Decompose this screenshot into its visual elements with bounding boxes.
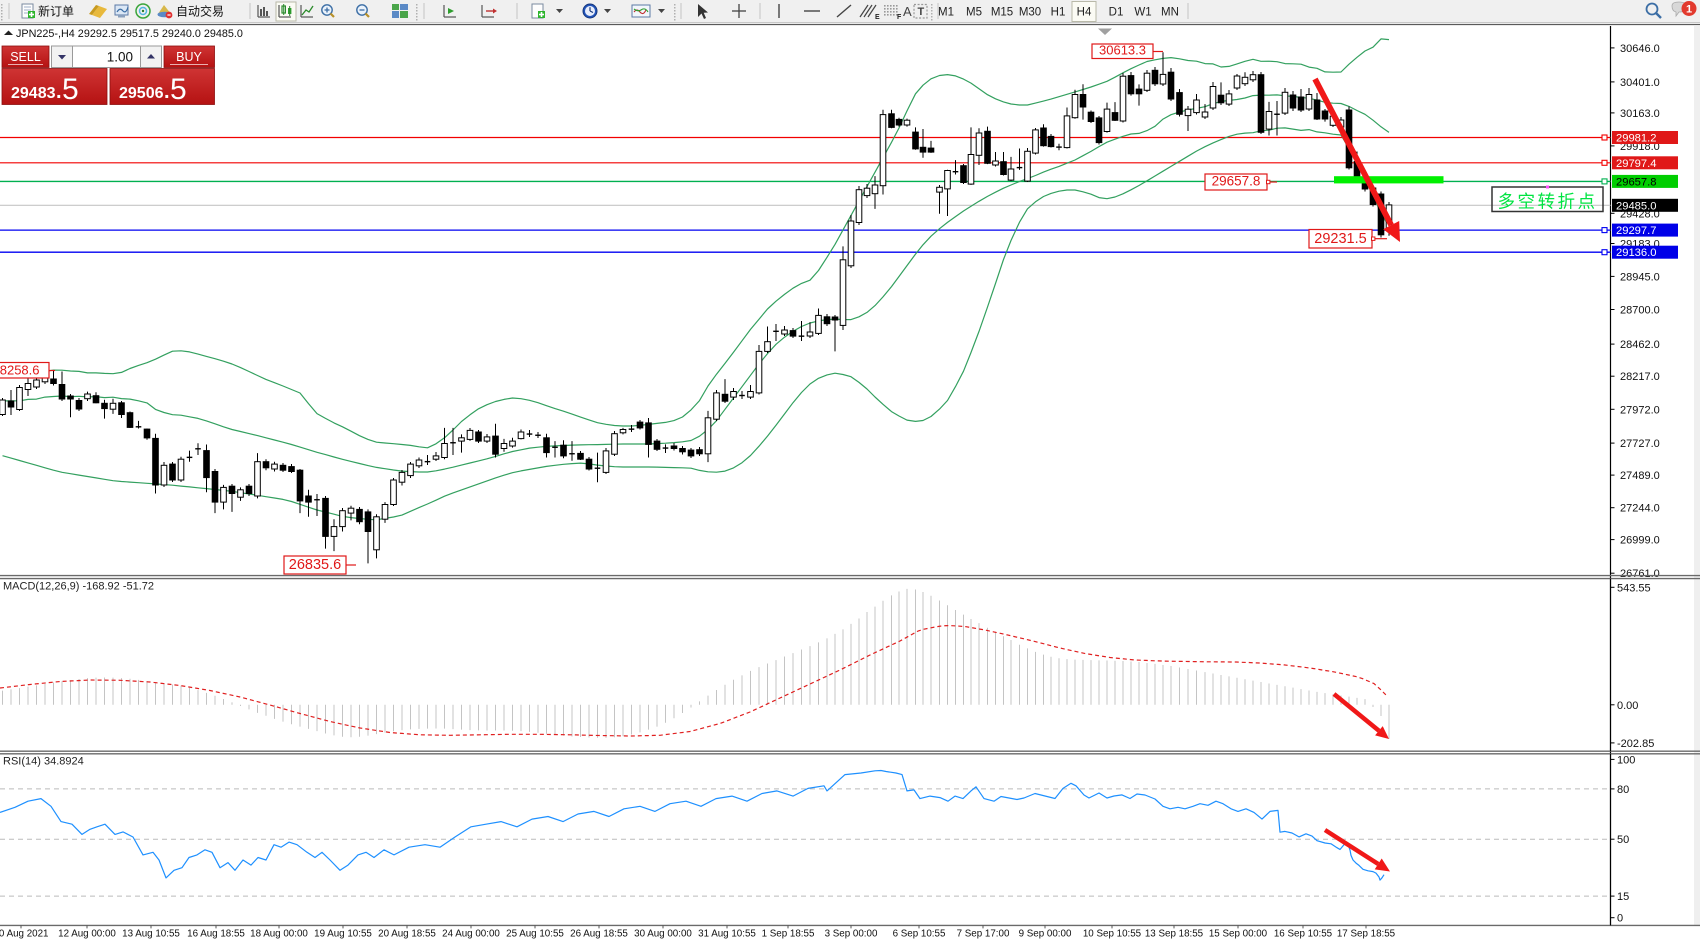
svg-text:16 Aug 18:55: 16 Aug 18:55: [187, 929, 245, 939]
svg-text:18 Aug 00:00: 18 Aug 00:00: [250, 929, 308, 939]
svg-text:F: F: [897, 14, 902, 21]
svg-text:自动交易: 自动交易: [176, 4, 224, 19]
svg-text:13 Aug 10:55: 13 Aug 10:55: [122, 929, 180, 939]
svg-text:28258.6: 28258.6: [0, 362, 40, 377]
svg-text:16 Sep 10:55: 16 Sep 10:55: [1274, 929, 1333, 939]
svg-text:M30: M30: [1019, 7, 1041, 19]
svg-text:20 Aug 18:55: 20 Aug 18:55: [378, 929, 436, 939]
svg-text:26 Aug 18:55: 26 Aug 18:55: [570, 929, 628, 939]
svg-text:M5: M5: [966, 7, 982, 19]
svg-text:27489.0: 27489.0: [1620, 470, 1660, 482]
svg-text:12 Aug 00:00: 12 Aug 00:00: [58, 929, 116, 939]
svg-text:29297.7: 29297.7: [1616, 225, 1656, 237]
svg-text:29797.4: 29797.4: [1616, 158, 1656, 170]
svg-text:100: 100: [1617, 754, 1635, 766]
svg-text:29657.8: 29657.8: [1212, 174, 1261, 189]
svg-text:80: 80: [1617, 784, 1629, 796]
svg-text:9 Sep 00:00: 9 Sep 00:00: [1019, 929, 1072, 939]
svg-text:MN: MN: [1161, 7, 1179, 19]
svg-text:29231.5: 29231.5: [1314, 231, 1366, 247]
svg-text:M15: M15: [991, 7, 1013, 19]
svg-text:25 Aug 10:55: 25 Aug 10:55: [506, 929, 564, 939]
svg-text:T: T: [918, 6, 925, 18]
svg-text:A: A: [903, 4, 912, 19]
svg-text:50: 50: [1617, 834, 1629, 846]
svg-text:17 Sep 18:55: 17 Sep 18:55: [1337, 929, 1396, 939]
svg-text:27244.0: 27244.0: [1620, 503, 1660, 515]
svg-text:29136.0: 29136.0: [1616, 247, 1656, 259]
svg-text:19 Aug 10:55: 19 Aug 10:55: [314, 929, 372, 939]
svg-text:JPN225-,H4 29292.5 29517.5 29: JPN225-,H4 29292.5 29517.5 29240.0 29485…: [16, 28, 243, 40]
svg-text:28462.0: 28462.0: [1620, 339, 1660, 351]
svg-text:H1: H1: [1051, 7, 1066, 19]
svg-text:SELL: SELL: [10, 50, 41, 64]
svg-text:26835.6: 26835.6: [289, 557, 341, 573]
svg-text:30 Aug 00:00: 30 Aug 00:00: [634, 929, 692, 939]
svg-text:31 Aug 10:55: 31 Aug 10:55: [698, 929, 756, 939]
svg-text:W1: W1: [1134, 7, 1151, 19]
svg-text:BUY: BUY: [176, 50, 202, 64]
svg-text:10 Sep 10:55: 10 Sep 10:55: [1083, 929, 1142, 939]
svg-text:29483: 29483: [11, 85, 56, 102]
svg-text:5: 5: [62, 73, 79, 106]
svg-text:10 Aug 2021: 10 Aug 2021: [0, 929, 49, 939]
svg-text:29506: 29506: [119, 85, 164, 102]
svg-text:29981.2: 29981.2: [1616, 133, 1656, 145]
svg-text:24 Aug 00:00: 24 Aug 00:00: [442, 929, 500, 939]
svg-text:0: 0: [1617, 913, 1623, 925]
svg-text:26999.0: 26999.0: [1620, 535, 1660, 547]
svg-text:M1: M1: [938, 7, 954, 19]
svg-text:新订单: 新订单: [38, 4, 74, 19]
svg-text:27972.0: 27972.0: [1620, 404, 1660, 416]
svg-text:6 Sep 10:55: 6 Sep 10:55: [893, 929, 946, 939]
svg-text:.: .: [56, 81, 62, 103]
svg-text:D1: D1: [1109, 7, 1124, 19]
svg-text:RSI(14) 34.8924: RSI(14) 34.8924: [3, 756, 84, 768]
svg-text:.: .: [164, 81, 170, 103]
svg-text:28217.0: 28217.0: [1620, 371, 1660, 383]
svg-text:1: 1: [1686, 4, 1692, 16]
svg-text:29485.0: 29485.0: [1616, 200, 1656, 212]
svg-text:30613.3: 30613.3: [1099, 43, 1146, 58]
svg-text:27727.0: 27727.0: [1620, 438, 1660, 450]
svg-text:30163.0: 30163.0: [1620, 108, 1660, 120]
svg-text:1 Sep 18:55: 1 Sep 18:55: [762, 929, 815, 939]
svg-text:E: E: [875, 14, 880, 21]
svg-text:-202.85: -202.85: [1617, 738, 1654, 750]
svg-text:多空转折点: 多空转折点: [1498, 192, 1598, 212]
svg-text:15: 15: [1617, 891, 1629, 903]
svg-text:H4: H4: [1077, 7, 1092, 19]
svg-text:MACD(12,26,9) -168.92 -51.72: MACD(12,26,9) -168.92 -51.72: [3, 581, 154, 593]
svg-text:7 Sep 17:00: 7 Sep 17:00: [957, 929, 1010, 939]
svg-text:0.00: 0.00: [1617, 700, 1638, 712]
svg-text:3 Sep 00:00: 3 Sep 00:00: [825, 929, 878, 939]
svg-text:28700.0: 28700.0: [1620, 305, 1660, 317]
svg-text:29657.8: 29657.8: [1616, 176, 1656, 188]
svg-text:13 Sep 18:55: 13 Sep 18:55: [1145, 929, 1204, 939]
svg-text:30646.0: 30646.0: [1620, 43, 1660, 55]
svg-text:15 Sep 00:00: 15 Sep 00:00: [1209, 929, 1268, 939]
svg-text:28945.0: 28945.0: [1620, 271, 1660, 283]
svg-text:26761.0: 26761.0: [1620, 568, 1660, 580]
svg-text:543.55: 543.55: [1617, 582, 1651, 594]
svg-text:5: 5: [170, 73, 187, 106]
svg-text:1.00: 1.00: [107, 50, 133, 65]
svg-text:30401.0: 30401.0: [1620, 77, 1660, 89]
